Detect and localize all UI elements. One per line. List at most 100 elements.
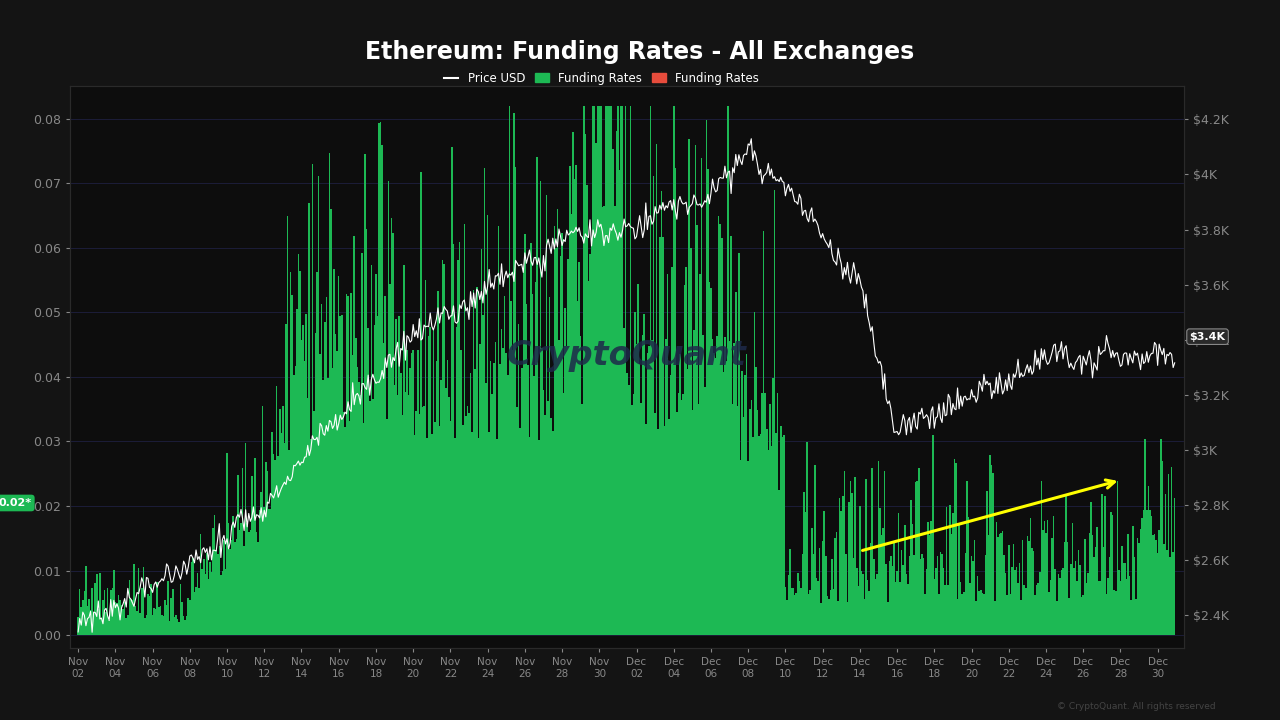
Bar xyxy=(586,185,588,635)
Bar xyxy=(960,582,961,635)
Bar xyxy=(472,290,475,635)
Bar xyxy=(582,106,585,635)
Bar xyxy=(753,436,754,635)
Bar xyxy=(529,437,530,635)
Bar xyxy=(480,248,483,635)
Bar xyxy=(709,282,710,635)
Bar xyxy=(494,343,497,635)
Bar xyxy=(380,122,381,635)
Bar xyxy=(946,507,947,635)
Bar xyxy=(392,233,394,635)
Bar xyxy=(1047,520,1048,635)
Bar xyxy=(669,374,672,635)
Bar xyxy=(513,112,515,635)
Bar xyxy=(612,149,614,635)
Bar xyxy=(660,191,662,635)
Bar xyxy=(236,539,237,635)
Bar xyxy=(845,554,846,635)
Bar xyxy=(879,508,881,635)
Bar xyxy=(919,559,922,635)
Bar xyxy=(160,606,161,635)
Bar xyxy=(1050,580,1051,635)
Bar xyxy=(406,349,408,635)
Bar xyxy=(588,282,589,635)
Bar xyxy=(1068,541,1069,635)
Bar xyxy=(856,567,858,635)
Bar xyxy=(234,542,236,635)
Bar xyxy=(691,410,692,635)
Bar xyxy=(335,333,337,635)
Bar xyxy=(878,461,879,635)
Bar xyxy=(198,588,200,635)
Bar xyxy=(822,541,823,635)
Bar xyxy=(1093,557,1094,635)
Bar xyxy=(600,106,602,635)
Bar xyxy=(936,568,937,635)
Bar xyxy=(699,274,701,635)
Bar xyxy=(806,442,808,635)
Bar xyxy=(1171,467,1172,635)
Bar xyxy=(264,507,265,635)
Bar xyxy=(1121,546,1123,635)
Bar xyxy=(1126,580,1128,635)
Bar xyxy=(765,429,768,635)
Bar xyxy=(534,377,535,635)
Bar xyxy=(457,260,460,635)
Bar xyxy=(640,403,643,635)
Bar xyxy=(673,106,675,635)
Bar xyxy=(530,243,531,635)
Bar xyxy=(147,595,148,635)
Bar xyxy=(490,361,492,635)
Bar xyxy=(1051,539,1053,635)
Bar xyxy=(228,523,229,635)
Bar xyxy=(892,566,893,635)
Bar xyxy=(521,369,522,635)
Bar xyxy=(1048,593,1050,635)
Bar xyxy=(1018,582,1019,635)
Bar xyxy=(1019,563,1020,635)
Bar xyxy=(630,106,631,635)
Bar xyxy=(142,567,145,635)
Bar xyxy=(1083,595,1084,635)
Bar xyxy=(723,372,724,635)
Bar xyxy=(381,145,383,635)
Bar xyxy=(296,309,298,635)
Bar xyxy=(740,460,741,635)
Bar xyxy=(1029,518,1032,635)
Bar xyxy=(646,354,648,635)
Bar xyxy=(947,585,948,635)
Bar xyxy=(731,236,732,635)
Bar xyxy=(375,274,376,635)
Bar xyxy=(707,169,709,635)
Bar xyxy=(329,153,330,635)
Bar xyxy=(750,400,753,635)
Bar xyxy=(120,605,123,635)
Bar xyxy=(316,272,317,635)
Bar xyxy=(932,436,933,635)
Bar xyxy=(717,336,718,635)
Bar xyxy=(500,329,502,635)
Bar xyxy=(397,395,398,635)
Bar xyxy=(370,265,372,635)
Bar xyxy=(1032,548,1033,635)
Bar xyxy=(1129,576,1130,635)
Bar xyxy=(940,552,941,635)
Bar xyxy=(914,554,915,635)
Bar xyxy=(791,588,792,635)
Bar xyxy=(870,543,872,635)
Bar xyxy=(783,435,785,635)
Bar xyxy=(243,546,244,635)
Legend: Price USD, Funding Rates, Funding Rates: Price USD, Funding Rates, Funding Rates xyxy=(439,67,764,89)
Bar xyxy=(654,413,655,635)
Bar xyxy=(909,557,910,635)
Bar xyxy=(461,351,462,635)
Bar xyxy=(852,557,855,635)
Bar xyxy=(157,607,160,635)
Bar xyxy=(867,580,868,635)
Bar xyxy=(1021,540,1024,635)
Bar xyxy=(325,297,328,635)
Bar xyxy=(241,523,242,635)
Bar xyxy=(294,366,296,635)
Bar xyxy=(915,482,916,635)
Bar xyxy=(617,106,618,635)
